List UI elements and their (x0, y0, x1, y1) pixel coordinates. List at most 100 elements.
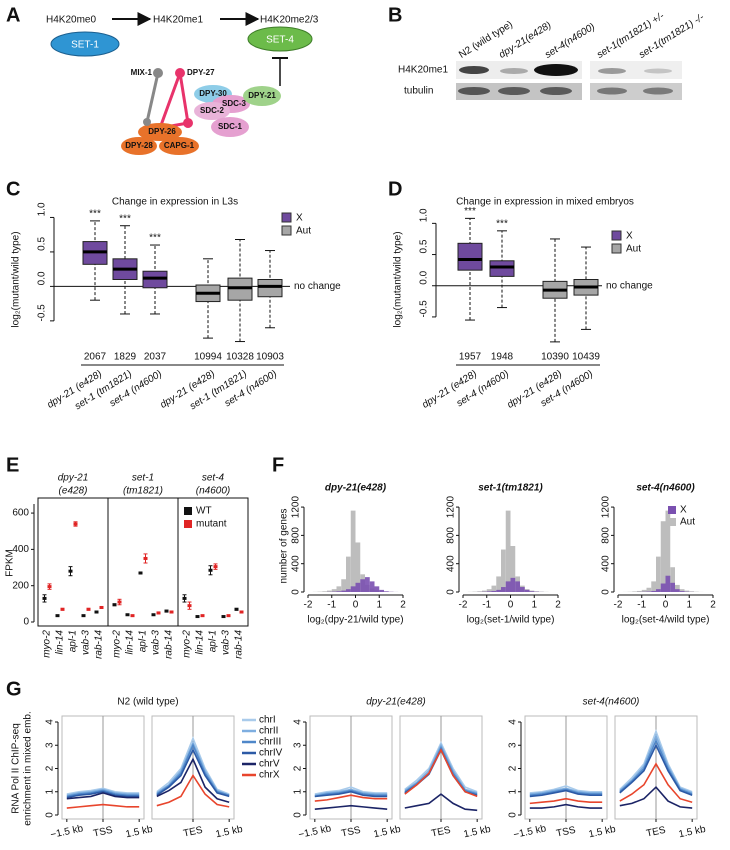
category-label: apl-1 (138, 630, 149, 652)
node (143, 118, 151, 126)
x-tick-label: 1.5 kb (373, 824, 402, 841)
count-label: 10390 (541, 352, 569, 363)
profile-line (619, 743, 693, 796)
y-tick-label: 0.5 (419, 239, 430, 253)
enzyme-label: SET-4 (266, 35, 294, 46)
point (42, 596, 47, 600)
panel-frame (107, 497, 179, 627)
profile-line (66, 788, 140, 797)
significance: *** (464, 206, 476, 217)
histogram-bar (491, 590, 497, 592)
legend-swatch (611, 243, 622, 254)
histogram-bar (496, 576, 501, 592)
histogram-bar (684, 590, 690, 592)
histogram-bar (524, 589, 530, 592)
x-tick-label: 1 (686, 600, 692, 611)
count-label: 1948 (491, 352, 514, 363)
histogram-bar (346, 589, 351, 592)
y-tick-label: 2 (45, 765, 56, 771)
panel-title: (tm1821) (123, 486, 163, 497)
category-label: myo-2 (182, 630, 193, 658)
histogram-bar (505, 510, 511, 592)
category-label: lin-14 (125, 630, 136, 655)
point (208, 568, 213, 572)
protein-label: SDC-3 (222, 99, 247, 108)
histogram-bar (646, 587, 652, 592)
protein-label: DPY-27 (187, 68, 215, 77)
y-tick-label: 2 (293, 765, 304, 771)
x-tick-label: TSS (555, 825, 577, 840)
x-tick-label: −1.5 kb (513, 823, 548, 841)
point (86, 607, 91, 611)
histogram-bar (670, 582, 675, 592)
x-tick-label: −1.5 kb (50, 823, 85, 841)
significance: *** (149, 233, 161, 244)
profile-line (529, 788, 603, 797)
panel-title: set-4(n4600) (636, 483, 695, 494)
y-tick-label: 0.5 (37, 237, 48, 251)
category-label: vab-3 (221, 630, 232, 655)
point (112, 603, 117, 607)
legend-label: chrIV (259, 748, 283, 759)
enzyme (247, 26, 313, 52)
y-tick-label: 0 (45, 812, 56, 818)
legend-label: Aut (680, 517, 695, 528)
x-tick-label: 1.5 kb (215, 824, 244, 841)
legend-label: X (296, 213, 303, 224)
y-tick-label: 800 (601, 527, 612, 544)
histone-mark: H4K20me0 (46, 15, 96, 26)
y-tick-label: 1200 (446, 496, 457, 519)
point (213, 565, 218, 569)
histogram-bar (651, 581, 656, 592)
x-tick-label: -1 (482, 600, 491, 611)
profile-line (529, 797, 603, 805)
point (81, 614, 86, 618)
histogram-bar (331, 589, 337, 592)
significance: *** (496, 218, 508, 229)
protein-label: SDC-2 (200, 106, 225, 115)
link (145, 72, 160, 123)
point (187, 604, 192, 608)
legend-swatch (668, 518, 676, 526)
y-tick-label: 400 (601, 555, 612, 572)
panel-label: A (6, 4, 20, 26)
x-tick-label: 1.5 kb (588, 824, 617, 841)
histogram-bar (665, 510, 671, 592)
protein-label: DPY-28 (125, 141, 153, 150)
panel-title: dpy-21 (58, 473, 89, 484)
y-tick-label: 0 (508, 812, 519, 818)
count-label: 2067 (84, 352, 107, 363)
y-tick-label: 1 (508, 789, 519, 795)
band (598, 68, 626, 74)
y-axis-label: FPKM (5, 549, 16, 577)
y-tick-label: 4 (293, 719, 304, 725)
point (195, 615, 200, 619)
point (99, 605, 104, 609)
y-tick-label: 3 (508, 742, 519, 748)
histogram-bar (501, 587, 506, 592)
enzyme (50, 31, 120, 57)
panel-title: set-1(tm1821) (478, 483, 543, 494)
histogram-bar (632, 591, 637, 592)
y-tick-label: 0 (293, 812, 304, 818)
point (221, 615, 226, 619)
point (164, 609, 169, 613)
legend-swatch (184, 507, 192, 515)
histogram-bar (679, 589, 685, 592)
histogram-bar (660, 583, 666, 592)
histogram-bar (369, 581, 375, 592)
count-label: 10328 (226, 352, 254, 363)
legend-label: chrIII (259, 737, 281, 748)
y-axis-label: RNA Pol II ChIP-seq (11, 723, 22, 814)
histogram-bar (675, 589, 680, 592)
y-tick-label: -0.5 (37, 304, 48, 322)
histogram-bar (336, 591, 342, 592)
point (182, 596, 187, 600)
y-tick-label: 4 (45, 719, 56, 725)
profile-line (314, 804, 388, 810)
x-tick-label: TSS (340, 825, 362, 840)
point (117, 600, 122, 604)
profile-line (314, 794, 388, 802)
panel-frame (37, 497, 109, 627)
